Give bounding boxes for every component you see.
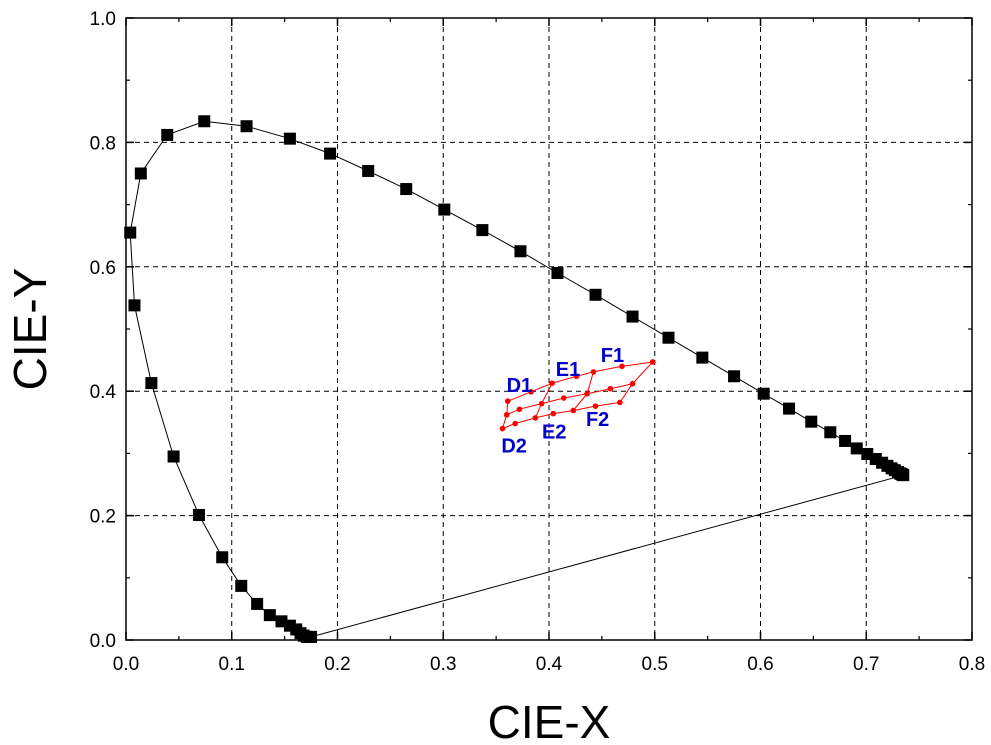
locus-point [134, 167, 147, 180]
annotation-label: F2 [586, 409, 609, 431]
sample-point [570, 407, 577, 414]
sample-point [619, 363, 625, 370]
y-axis-title: CIE-Y [4, 268, 56, 391]
annotation-label: E2 [542, 422, 566, 444]
locus-point [476, 224, 489, 237]
x-tick-label: 0.0 [113, 654, 139, 675]
x-axis-title: CIE-X [488, 696, 611, 745]
y-tick-label: 0.2 [90, 507, 116, 528]
x-tick-label: 0.7 [853, 654, 879, 675]
y-tick-label: 0.0 [90, 631, 116, 652]
y-tick-label: 0.4 [90, 382, 117, 403]
locus-point [824, 426, 837, 439]
locus-point [850, 442, 863, 455]
sample-point [629, 380, 636, 387]
locus-point [551, 267, 564, 280]
locus-point [805, 415, 818, 428]
x-tick-label: 0.2 [324, 654, 350, 675]
annotation-label: D2 [501, 435, 527, 457]
x-tick-label: 0.5 [642, 654, 668, 675]
sample-point [549, 380, 555, 386]
sample-point [516, 406, 523, 413]
x-tick-label: 0.6 [747, 654, 773, 675]
locus-point [438, 203, 451, 216]
sample-point [617, 399, 623, 406]
x-tick-label: 0.8 [959, 654, 985, 675]
axis-ticks: 0.0 0.1 0.2 0.3 0.4 0.5 0.6 0.7 0.8 0.0 0.2 0.4 0.6 0… [90, 9, 986, 675]
locus-point [626, 310, 639, 323]
locus-point [514, 245, 527, 258]
sample-point [538, 400, 545, 407]
sample-grid-series [499, 359, 656, 432]
locus-point [251, 597, 264, 610]
locus-point [275, 615, 288, 628]
locus-point [897, 469, 910, 482]
sample-point [528, 389, 534, 395]
locus-point [161, 128, 174, 141]
annotation-label: D1 [507, 375, 533, 397]
locus-point [124, 226, 137, 239]
y-tick-label: 0.8 [90, 133, 116, 154]
sample-point [504, 398, 511, 404]
locus-point [362, 165, 375, 178]
y-tick-label: 0.6 [90, 258, 116, 279]
sample-point [584, 390, 590, 397]
locus-point [662, 331, 675, 344]
locus-point [167, 450, 180, 463]
annotation-label: F1 [601, 345, 624, 367]
sample-point [512, 420, 518, 427]
y-tick-label: 1.0 [90, 9, 116, 30]
sample-column-line [619, 361, 653, 403]
locus-point [145, 377, 158, 390]
x-tick-label: 0.3 [430, 654, 456, 675]
annotations: D1 E1 F1 D2 E2 F2 [501, 345, 624, 457]
locus-point [589, 288, 602, 301]
locus-point [783, 402, 796, 415]
locus-point [192, 508, 205, 521]
sample-point [592, 403, 599, 409]
locus-point [324, 147, 337, 160]
locus-point [128, 299, 141, 312]
x-tick-label: 0.1 [219, 654, 245, 675]
sample-point [561, 395, 567, 401]
sample-point [532, 415, 539, 421]
sample-point [590, 369, 597, 375]
sample-point [649, 359, 656, 365]
locus-point [235, 579, 248, 592]
locus-point [728, 370, 741, 383]
locus-point [757, 387, 770, 400]
locus-point [283, 132, 296, 145]
sample-column-line [534, 382, 553, 419]
sample-point [503, 412, 510, 418]
locus-point [198, 115, 211, 128]
locus-point [216, 551, 229, 564]
locus-point [240, 120, 253, 133]
grid-lines [126, 18, 972, 640]
locus-point [839, 434, 852, 447]
sample-point [499, 425, 506, 432]
locus-point [400, 183, 413, 196]
annotation-label: E1 [556, 359, 580, 381]
x-tick-label: 0.4 [536, 654, 563, 675]
locus-point [696, 351, 709, 364]
sample-point [573, 373, 580, 380]
sample-point [550, 410, 557, 417]
sample-point [607, 385, 614, 392]
locus-point [263, 609, 276, 622]
